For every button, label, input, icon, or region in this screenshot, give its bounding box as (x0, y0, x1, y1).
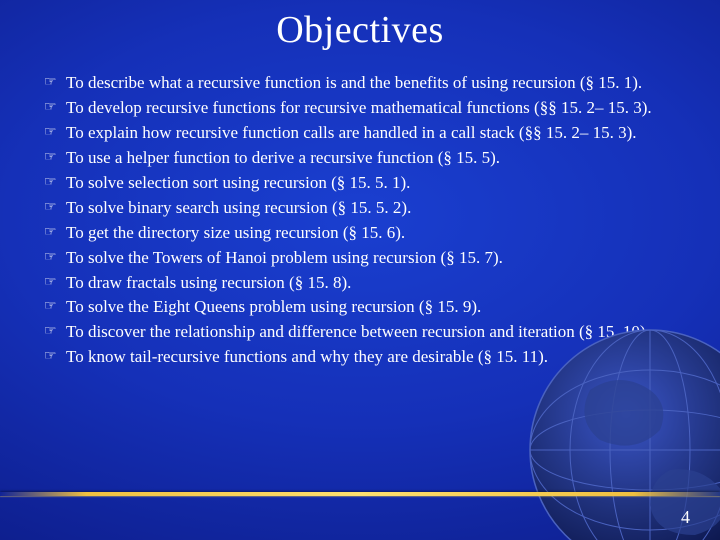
hand-bullet-icon: ☞ (44, 321, 66, 342)
list-item-text: To develop recursive functions for recur… (66, 97, 692, 120)
list-item-text: To describe what a recursive function is… (66, 72, 692, 95)
list-item-text: To solve the Eight Queens problem using … (66, 296, 692, 319)
list-item: ☞To use a helper function to derive a re… (44, 147, 692, 170)
list-item: ☞To get the directory size using recursi… (44, 222, 692, 245)
hand-bullet-icon: ☞ (44, 222, 66, 243)
list-item-text: To draw fractals using recursion (§ 15. … (66, 272, 692, 295)
list-item: ☞To solve the Eight Queens problem using… (44, 296, 692, 319)
list-item-text: To explain how recursive function calls … (66, 122, 692, 145)
list-item: ☞To develop recursive functions for recu… (44, 97, 692, 120)
list-item: ☞To draw fractals using recursion (§ 15.… (44, 272, 692, 295)
list-item-text: To solve selection sort using recursion … (66, 172, 692, 195)
page-number: 4 (681, 507, 690, 528)
list-item-text: To know tail-recursive functions and why… (66, 346, 692, 369)
hand-bullet-icon: ☞ (44, 197, 66, 218)
hand-bullet-icon: ☞ (44, 72, 66, 93)
list-item-text: To use a helper function to derive a rec… (66, 147, 692, 170)
hand-bullet-icon: ☞ (44, 272, 66, 293)
hand-bullet-icon: ☞ (44, 122, 66, 143)
hand-bullet-icon: ☞ (44, 172, 66, 193)
list-item-text: To solve the Towers of Hanoi problem usi… (66, 247, 692, 270)
list-item-text: To solve binary search using recursion (… (66, 197, 692, 220)
list-item-text: To discover the relationship and differe… (66, 321, 692, 344)
list-item: ☞To describe what a recursive function i… (44, 72, 692, 95)
list-item: ☞To explain how recursive function calls… (44, 122, 692, 145)
slide-title: Objectives (0, 0, 720, 52)
list-item: ☞To solve the Towers of Hanoi problem us… (44, 247, 692, 270)
list-item: ☞To solve binary search using recursion … (44, 197, 692, 220)
hand-bullet-icon: ☞ (44, 346, 66, 367)
objectives-list: ☞To describe what a recursive function i… (44, 72, 692, 371)
hand-bullet-icon: ☞ (44, 147, 66, 168)
hand-bullet-icon: ☞ (44, 296, 66, 317)
list-item: ☞To solve selection sort using recursion… (44, 172, 692, 195)
hand-bullet-icon: ☞ (44, 247, 66, 268)
slide: Objectives ☞To describe what a recursive… (0, 0, 720, 540)
hand-bullet-icon: ☞ (44, 97, 66, 118)
list-item: ☞To discover the relationship and differ… (44, 321, 692, 344)
list-item-text: To get the directory size using recursio… (66, 222, 692, 245)
list-item: ☞To know tail-recursive functions and wh… (44, 346, 692, 369)
accent-divider (0, 492, 720, 496)
